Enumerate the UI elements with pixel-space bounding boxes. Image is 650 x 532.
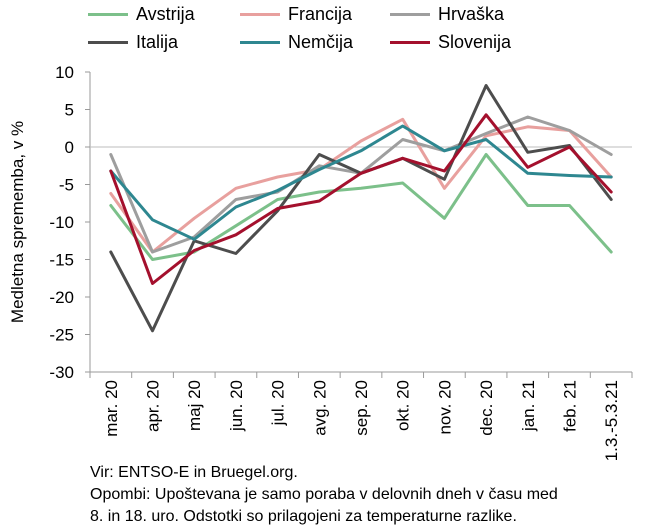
x-tick-label: 1.3.-5.3.21 (602, 380, 621, 460)
legend-item-francija: Francija (240, 4, 352, 25)
x-tick-labels: mar. 20 apr. 20 maj 20 jun. 20 jul. 20 avg. 2… (102, 380, 621, 460)
legend-item-avstrija: Avstrija (88, 4, 195, 25)
chart-notes: Vir: ENTSO-E in Bruegel.org. Opombi: Upo… (90, 462, 645, 528)
y-tick-labels: 10 5 0 -5 -10 -15 -20 -25 -30 (49, 63, 74, 382)
source-note: Vir: ENTSO-E in Bruegel.org. (90, 464, 298, 481)
legend-label-hrvaska: Hrvaška (438, 4, 505, 24)
y-tick-label: 0 (65, 138, 74, 157)
y-tick-label: 5 (65, 101, 74, 120)
legend-item-slovenija: Slovenija (390, 32, 511, 53)
series-lines (109, 84, 613, 333)
legend-label-italija: Italija (136, 32, 179, 52)
x-tick-label: feb. 21 (560, 380, 579, 432)
legend-swatch-slovenija (390, 41, 430, 44)
x-tick-label: maj 20 (185, 380, 204, 431)
legend-label-francija: Francija (288, 4, 353, 24)
y-tick-label: -5 (59, 176, 74, 195)
line-chart: Medletna sprememba, v % 10 5 0 -5 -10 -15 -20 -… (8, 63, 633, 460)
y-tick-label: -20 (49, 288, 74, 307)
legend-label-nemcija: Nemčija (288, 32, 354, 52)
legend-label-avstrija: Avstrija (136, 4, 195, 24)
y-tick-label: 10 (55, 63, 74, 82)
x-tick-label: sep. 20 (352, 380, 371, 436)
legend-item-hrvaska: Hrvaška (390, 4, 504, 25)
remarks-note-line-2: 8. in 18. uro. Odstotki so prilagojeni z… (90, 508, 517, 525)
x-tick-label: apr. 20 (144, 380, 163, 432)
x-tick-label: jul. 20 (269, 380, 288, 426)
legend-item-nemcija: Nemčija (240, 32, 353, 53)
x-tick-label: avg. 20 (310, 380, 329, 436)
remarks-note-line-1: Opombi: Upoštevana je samo poraba v delo… (90, 486, 558, 503)
x-tick-label: jun. 20 (227, 380, 246, 432)
x-tick-label: jan. 21 (519, 380, 538, 432)
y-tick-label: -30 (49, 363, 74, 382)
series-line-italija (109, 84, 613, 333)
x-tick-label: okt. 20 (394, 380, 413, 431)
legend-swatch-hrvaska (390, 13, 430, 16)
legend-item-italija: Italija (88, 32, 178, 53)
x-tick-label: dec. 20 (477, 380, 496, 436)
legend-label-slovenija: Slovenija (438, 32, 512, 52)
series-line-slovenija (109, 113, 613, 285)
x-tick-label: nov. 20 (435, 380, 454, 435)
axes (85, 71, 633, 378)
y-axis-title: Medletna sprememba, v % (8, 121, 27, 323)
series-line-hrvaska (109, 115, 613, 254)
legend-swatch-nemcija (240, 41, 280, 44)
series-line-nemcija (109, 124, 613, 241)
chart-legend: Avstrija Francija Hrvaška Italija Nemčij… (88, 4, 548, 54)
y-tick-label: -10 (49, 213, 74, 232)
legend-swatch-italija (88, 41, 128, 44)
series-line-avstrija (109, 153, 613, 261)
x-tick-label: mar. 20 (102, 380, 121, 437)
legend-swatch-avstrija (88, 13, 128, 16)
series-line-francija (109, 117, 613, 254)
y-tick-label: -15 (49, 251, 74, 270)
legend-swatch-francija (240, 13, 280, 16)
y-tick-label: -25 (49, 326, 74, 345)
